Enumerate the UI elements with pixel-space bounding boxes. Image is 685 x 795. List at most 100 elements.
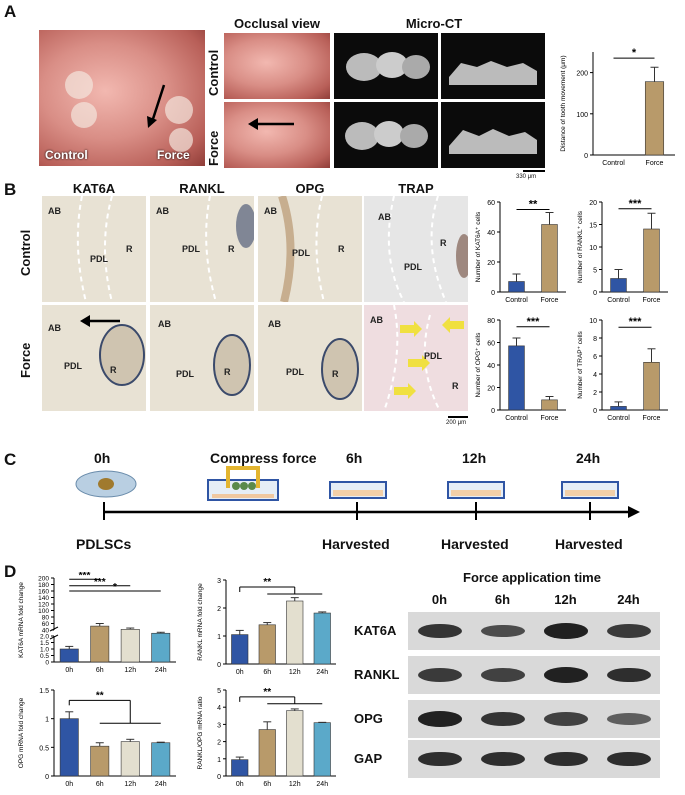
blot-protein-rankl: RANKL (354, 667, 400, 682)
significance-label: * (632, 47, 637, 59)
y-tick-label: 1.5 (39, 688, 49, 695)
bar-0h (59, 648, 79, 663)
timeline-diagram (75, 466, 640, 520)
y-tick-label: 60 (42, 621, 50, 628)
x-tick-label: 12h (289, 669, 301, 676)
bar-24h (151, 632, 171, 663)
bar-control (610, 278, 627, 293)
x-tick-label: Force (646, 160, 664, 167)
bar-force (644, 81, 665, 156)
y-tick-label: 20 (487, 386, 495, 393)
blot-protein-opg: OPG (354, 711, 383, 726)
scale-bar-b (448, 416, 468, 418)
y-tick-label: 80 (487, 318, 495, 325)
y-tick-label: 40 (42, 628, 50, 635)
pdlscs-label: PDLSCs (76, 536, 132, 552)
y-tick-label: 15 (589, 223, 597, 230)
blot-band (417, 668, 462, 682)
x-tick-label: Force (541, 415, 559, 422)
column-header-kat6a: KAT6A (72, 181, 116, 196)
y-axis-label: Number of KAT6A⁺ cells (475, 211, 482, 282)
blot-band (480, 668, 525, 682)
x-tick-label: Control (607, 415, 630, 422)
bar-force (541, 224, 558, 293)
blot-band (417, 623, 462, 639)
scale-bar-a (523, 170, 545, 172)
bar-force (541, 399, 558, 411)
chart-b-kat6a-cells: 0 20 40 60 Control Force Number of KAT6A⁺ cell… (475, 199, 566, 304)
bar-6h (90, 625, 110, 663)
column-header-trap: TRAP (398, 181, 434, 196)
timepoint-12h: 12h (462, 450, 487, 466)
x-tick-label: Force (541, 297, 559, 304)
y-tick-label: 60 (487, 200, 495, 207)
y-tick-label: 200 (38, 576, 49, 583)
row-label-control-b: Control (18, 229, 33, 276)
tissue-label-r: R (332, 369, 339, 379)
y-tick-label: 0 (593, 290, 597, 297)
significance-label: ** (263, 577, 271, 588)
timepoint-6h: 6h (346, 450, 363, 466)
y-tick-label: 2 (217, 740, 221, 747)
x-tick-label: Force (643, 415, 661, 422)
tissue-label-r: R (338, 244, 345, 254)
y-tick-label: 8 (593, 336, 597, 343)
x-tick-label: 6h (263, 781, 271, 788)
microct-force-occlusal (334, 102, 438, 168)
chart-b-trap-cells: 0 2 4 6 8 10 Control Force Number of TRAP⁺ cells… (577, 316, 668, 422)
x-tick-label: 6h (96, 667, 104, 674)
tissue-label-ab: AB (378, 212, 391, 222)
ihc-rankl-control: AB PDL R (150, 196, 254, 302)
y-tick-label: 1 (45, 717, 49, 724)
y-tick-label: 0.5 (39, 745, 49, 752)
y-tick-label: 200 (576, 71, 588, 78)
x-tick-label: 0h (236, 669, 244, 676)
column-header-opg: OPG (295, 181, 325, 196)
blot-band (606, 667, 651, 683)
bar-0h (231, 759, 249, 777)
tissue-label-pdl: PDL (424, 351, 442, 361)
culture-dish-6h-icon (329, 481, 387, 499)
tissue-label-ab: AB (264, 206, 277, 216)
panel-letter-d: D (4, 562, 17, 581)
significance-label: *** (79, 572, 91, 581)
tissue-label-ab: AB (48, 323, 61, 333)
timepoint-24h: 24h (576, 450, 601, 466)
y-tick-label: 0 (491, 290, 495, 297)
harvested-label-24h: Harvested (555, 536, 623, 552)
y-tick-label: 3 (217, 578, 221, 585)
occlusal-control-photo (224, 33, 330, 99)
bar-force (643, 228, 660, 293)
y-tick-label: 4 (593, 372, 597, 379)
significance-label: *** (94, 577, 106, 588)
tissue-label-pdl: PDL (292, 248, 310, 258)
y-tick-label: 1.5 (40, 640, 49, 647)
blot-band (480, 751, 525, 767)
tissue-label-r: R (126, 244, 133, 254)
photo-label-force: Force (157, 148, 190, 162)
x-tick-label: Control (505, 297, 528, 304)
arrow-icon (628, 506, 640, 518)
occlusal-force-photo (224, 102, 330, 168)
bar-6h (90, 745, 110, 777)
y-tick-label: 40 (487, 363, 495, 370)
y-tick-label: 0 (584, 153, 588, 160)
tissue-label-r: R (452, 381, 459, 391)
bar-control (508, 281, 525, 293)
blot-band (480, 624, 525, 638)
y-tick-label: 1.0 (40, 647, 49, 654)
row-label-control-a: Control (206, 49, 221, 96)
y-tick-label: 20 (487, 260, 495, 267)
y-tick-label: 100 (38, 608, 49, 615)
y-tick-label: 100 (576, 112, 588, 119)
column-header-rankl: RANKL (179, 181, 225, 196)
scale-bar-label-b: 200 μm (446, 420, 467, 426)
y-tick-label: 5 (217, 688, 221, 695)
significance-label: ** (529, 199, 538, 211)
x-tick-label: 24h (316, 781, 328, 788)
microct-control-sagittal (441, 33, 545, 99)
bar-12h (120, 629, 140, 663)
x-tick-label: 12h (289, 781, 301, 788)
y-axis-label: OPG mRNA fold change (18, 697, 25, 768)
